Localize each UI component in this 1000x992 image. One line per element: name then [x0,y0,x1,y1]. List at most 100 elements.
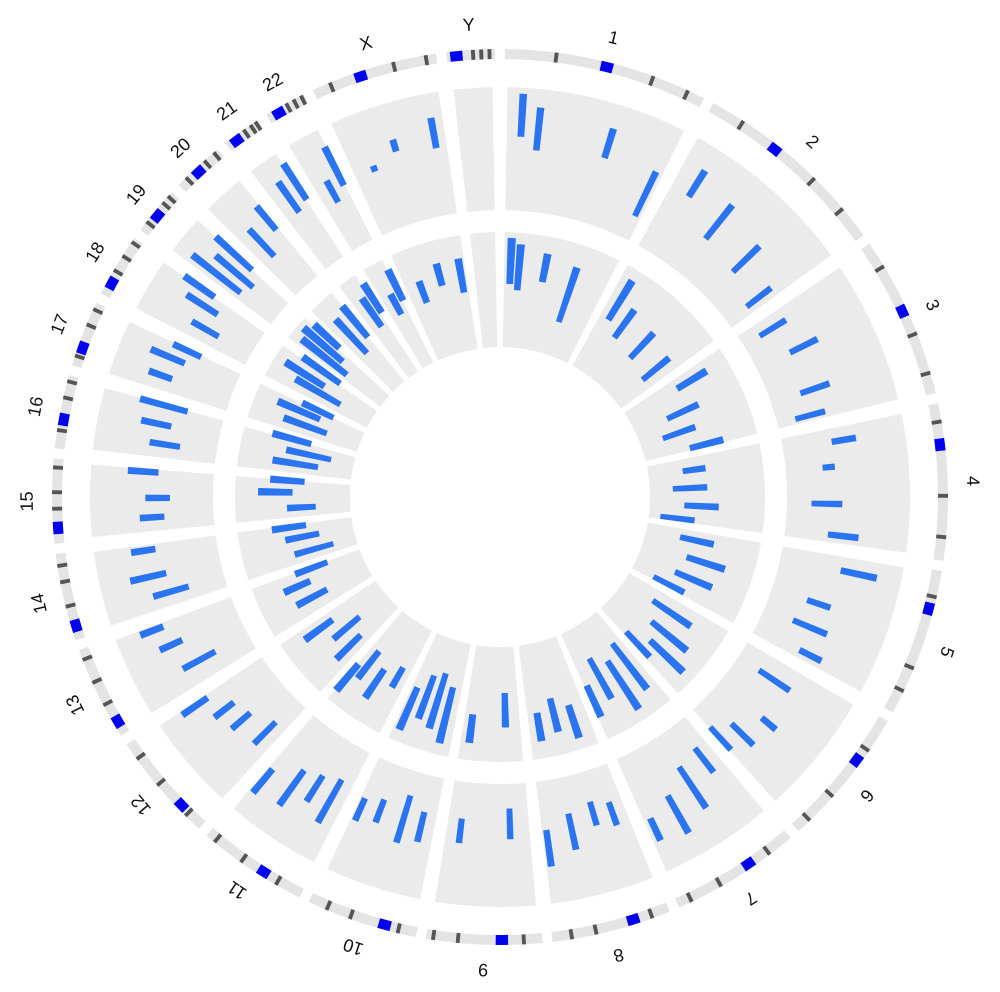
interval-bar [513,244,525,291]
centromere [353,69,369,84]
interval-bar [250,766,276,796]
interval-bar [284,530,320,544]
ideogram [708,102,864,242]
interval-bar [275,179,302,214]
interval-bar [672,483,708,492]
centromere [228,132,245,149]
chromosome-label: 19 [122,180,150,208]
track-panel [692,642,854,801]
band [161,200,172,211]
band [291,98,300,110]
track-panel [237,517,358,581]
centromere [848,752,865,769]
interval-bar [661,423,697,442]
interval-bar [331,614,362,642]
track-panel [638,137,832,328]
interval-bar [665,401,700,422]
interval-bar [435,686,457,745]
interval-bar [609,641,651,692]
interval-bar [799,380,831,397]
band [568,928,575,940]
band [59,578,71,585]
centromere [110,713,126,730]
band [801,812,812,822]
band [74,353,86,361]
interval-bar [358,296,385,329]
interval-bar [369,164,379,173]
interval-bar [685,554,726,573]
interval-bar [501,692,510,728]
interval-bar [660,513,695,524]
track-panel [781,413,910,553]
band [145,220,156,230]
interval-bar [158,637,184,654]
band [592,924,599,935]
band [347,909,355,920]
chromosome-label: 22 [259,68,286,95]
band [239,853,249,864]
interval-bar [147,367,174,383]
centromere [922,601,936,617]
interval-bar [415,280,431,304]
interval-bar [413,811,428,843]
track-panel [235,476,351,523]
interval-bar [538,253,552,283]
interval-bar [384,267,407,303]
interval-bar [152,583,190,600]
band [81,654,93,662]
interval-bar [455,818,465,844]
interval-bar [395,686,421,732]
track-panel [233,715,370,863]
band [931,419,942,425]
interval-bar [586,657,615,701]
chromosome-label: 11 [224,877,251,904]
interval-bar [685,168,709,199]
interval-bar [130,545,156,557]
interval-bar [632,170,660,218]
chromosome-label: 10 [341,934,366,959]
interval-bar [323,179,342,204]
band [212,151,222,162]
band [57,562,68,569]
interval-bar [555,266,581,324]
interval-bar [730,243,762,275]
interval-bar [139,623,165,639]
track-panel [331,91,457,236]
chromosome-label: 2 [802,131,823,153]
chromosome-label: 6 [856,785,878,805]
interval-bar [139,395,189,415]
interval-bar [583,684,605,719]
interval-bar [229,710,253,732]
interval-bar [213,234,255,273]
interval-bar [285,446,332,463]
interval-bar [543,829,555,868]
interval-bar [432,262,446,287]
chromosome-label: Y [462,14,475,35]
interval-bar [788,335,819,356]
band [328,81,336,93]
track-panel [247,383,365,452]
chromosome-label: 4 [963,476,983,487]
interval-bar [689,436,725,452]
band [736,119,746,131]
interval-bar [791,617,829,638]
band [423,54,430,66]
band [762,845,772,856]
interval-bar [758,317,788,339]
interval-bar [692,746,717,775]
interval-bar [465,713,477,744]
band [248,123,258,135]
ideogram [551,902,670,942]
interval-bar [822,463,836,471]
track-panel [327,757,445,900]
interval-bar [139,513,165,522]
chromosome-label: 13 [62,692,89,719]
interval-bar [300,399,335,421]
interval-bar [372,798,388,824]
band [112,268,124,277]
band [284,102,293,114]
band [52,490,63,495]
band [685,892,694,903]
band [553,52,559,63]
track-panel [251,549,373,637]
